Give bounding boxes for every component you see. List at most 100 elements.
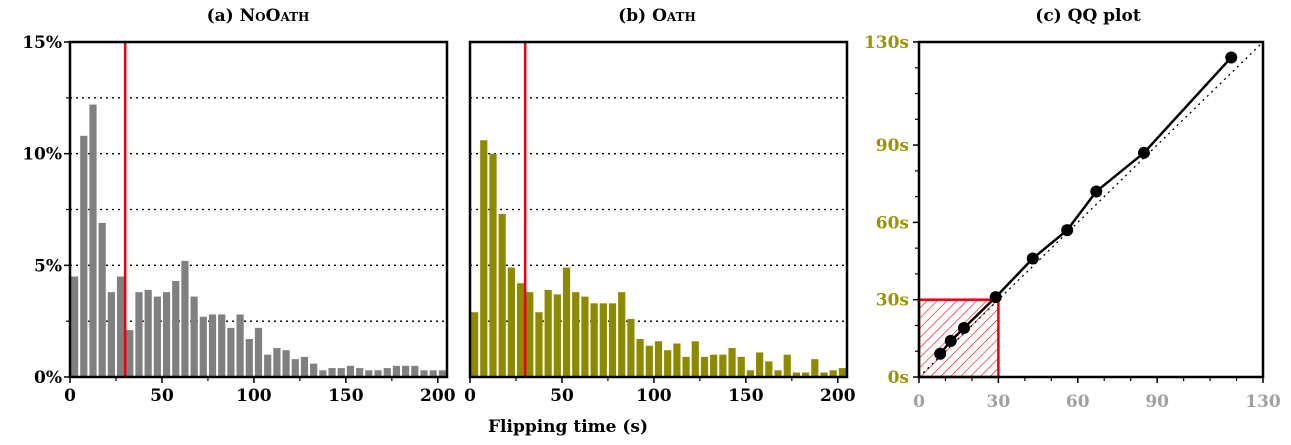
chart-b-bar bbox=[608, 303, 617, 377]
chart-a-frame bbox=[68, 40, 449, 379]
chart-b-bar bbox=[618, 292, 626, 377]
chart-b-bar bbox=[682, 356, 690, 377]
chart-a-bar bbox=[236, 314, 244, 377]
chart-c-x-tick-label: 60 bbox=[1066, 392, 1090, 412]
chart-b-bar bbox=[627, 318, 635, 377]
chart-b-bar bbox=[526, 292, 534, 377]
chart-b-bar bbox=[654, 341, 663, 377]
chart-a-bar bbox=[71, 276, 79, 377]
chart-c-y-tick-label: 30s bbox=[876, 291, 909, 311]
chart-a-bar bbox=[254, 327, 263, 377]
chart-a: 0 50 100 150 200 0% 5% 10% 15% bbox=[22, 33, 456, 406]
chart-a-bar bbox=[190, 296, 198, 377]
chart-c-x-tick-label: 30 bbox=[987, 392, 1011, 412]
chart-b-x-tick-label: 100 bbox=[636, 386, 672, 406]
chart-a-bar bbox=[337, 368, 345, 377]
chart-c-y-tick-label: 0s bbox=[888, 368, 909, 388]
chart-b-bar bbox=[811, 359, 819, 377]
chart-b-x-tick-label: 200 bbox=[820, 386, 856, 406]
chart-a-y-tick-label: 0% bbox=[34, 368, 62, 388]
chart-a-y-tick-label: 10% bbox=[22, 145, 62, 165]
chart-a-x-tick-label: 0 bbox=[64, 386, 76, 406]
chart-b-x-tick-label: 150 bbox=[728, 386, 764, 406]
chart-c-title: (c) QQ plot bbox=[1035, 6, 1141, 26]
chart-a-bar bbox=[172, 280, 180, 377]
chart-a-bar bbox=[218, 314, 226, 377]
chart-a-bar bbox=[181, 260, 189, 377]
chart-a-bar bbox=[420, 370, 428, 377]
chart-c-point bbox=[989, 291, 1002, 304]
chart-a-x-tick-label: 100 bbox=[236, 386, 272, 406]
chart-a-x-tick-label: 50 bbox=[150, 386, 174, 406]
chart-b-frame bbox=[468, 40, 849, 379]
chart-a-title: (a) NoOath bbox=[207, 6, 310, 26]
chart-c-x-tick-label: 90 bbox=[1145, 392, 1169, 412]
chart-a-bar bbox=[300, 356, 309, 377]
chart-a-bar bbox=[264, 354, 272, 377]
chart-b-bar bbox=[516, 283, 525, 377]
chart-a-x-tick-label: 200 bbox=[420, 386, 456, 406]
chart-b-bar bbox=[829, 370, 837, 377]
chart-c-point bbox=[1061, 224, 1074, 237]
chart-b-bar bbox=[774, 370, 782, 377]
chart-a-bar bbox=[319, 370, 327, 377]
chart-b-bar bbox=[700, 356, 709, 377]
chart-b-x-tick-label: 50 bbox=[550, 386, 574, 406]
chart-b-bar bbox=[737, 356, 745, 377]
chart-b-bar bbox=[691, 341, 699, 377]
chart-b-bar bbox=[746, 370, 755, 377]
chart-b-bar bbox=[802, 372, 810, 377]
chart-b-bar bbox=[673, 343, 681, 377]
chart-b-bar bbox=[572, 292, 580, 377]
chart-a-bar bbox=[227, 327, 235, 377]
chart-b-bar bbox=[756, 352, 764, 377]
chart-a-bar bbox=[402, 365, 410, 377]
chart-b-bar bbox=[599, 303, 607, 377]
chart-a-bar bbox=[328, 368, 336, 377]
chart-b-bar bbox=[792, 372, 801, 377]
chart-a-bar bbox=[199, 316, 207, 377]
chart-b-bar bbox=[765, 361, 773, 377]
chart-b-title-main: Oath bbox=[652, 6, 696, 26]
chart-b-title: (b) Oath bbox=[618, 6, 696, 26]
chart-c: 0 30 60 90 130 0s 30s 60s 90s 130s bbox=[864, 33, 1281, 412]
chart-b: 0 50 100 150 200 bbox=[464, 40, 856, 406]
chart-b-bar bbox=[544, 289, 552, 377]
chart-a-bar bbox=[374, 370, 382, 377]
chart-a-bar bbox=[392, 365, 401, 377]
chart-b-bar bbox=[535, 312, 543, 377]
chart-a-x-tick-label: 150 bbox=[328, 386, 364, 406]
chart-c-point bbox=[1090, 185, 1103, 198]
chart-c-reference-line bbox=[918, 41, 1264, 378]
chart-b-bar bbox=[553, 294, 561, 377]
chart-a-bar bbox=[162, 292, 171, 377]
chart-b-bar bbox=[820, 372, 828, 377]
chart-a-bar bbox=[80, 135, 88, 377]
chart-c-frame bbox=[917, 40, 1265, 379]
chart-b-bar bbox=[480, 140, 488, 377]
chart-b-bar bbox=[645, 345, 653, 377]
chart-a-bar bbox=[438, 370, 446, 377]
chart-a-bar bbox=[144, 289, 152, 377]
chart-b-bar bbox=[719, 354, 727, 377]
chart-a-bar bbox=[356, 368, 364, 377]
chart-a-bar bbox=[429, 370, 437, 377]
chart-c-y-tick-label: 90s bbox=[876, 136, 909, 156]
chart-a-bar bbox=[89, 104, 97, 378]
chart-a-bar bbox=[153, 296, 161, 377]
chart-c-point bbox=[1026, 252, 1039, 265]
chart-b-x-tick-label: 0 bbox=[464, 386, 476, 406]
chart-b-bar bbox=[728, 347, 736, 377]
chart-a-bar bbox=[365, 370, 373, 377]
chart-b-bar bbox=[498, 213, 506, 377]
chart-b-bar bbox=[489, 153, 497, 377]
chart-b-bar bbox=[664, 350, 672, 377]
chart-a-y-tick-label: 5% bbox=[34, 256, 62, 276]
chart-a-bar bbox=[291, 359, 299, 377]
chart-c-x-tick-label: 0 bbox=[913, 392, 925, 412]
chart-b-bar bbox=[562, 267, 571, 377]
chart-b-bar bbox=[838, 368, 846, 377]
chart-b-bar bbox=[507, 267, 515, 377]
chart-c-y-tick-label: 130s bbox=[864, 33, 909, 53]
chart-a-bar bbox=[135, 292, 143, 377]
